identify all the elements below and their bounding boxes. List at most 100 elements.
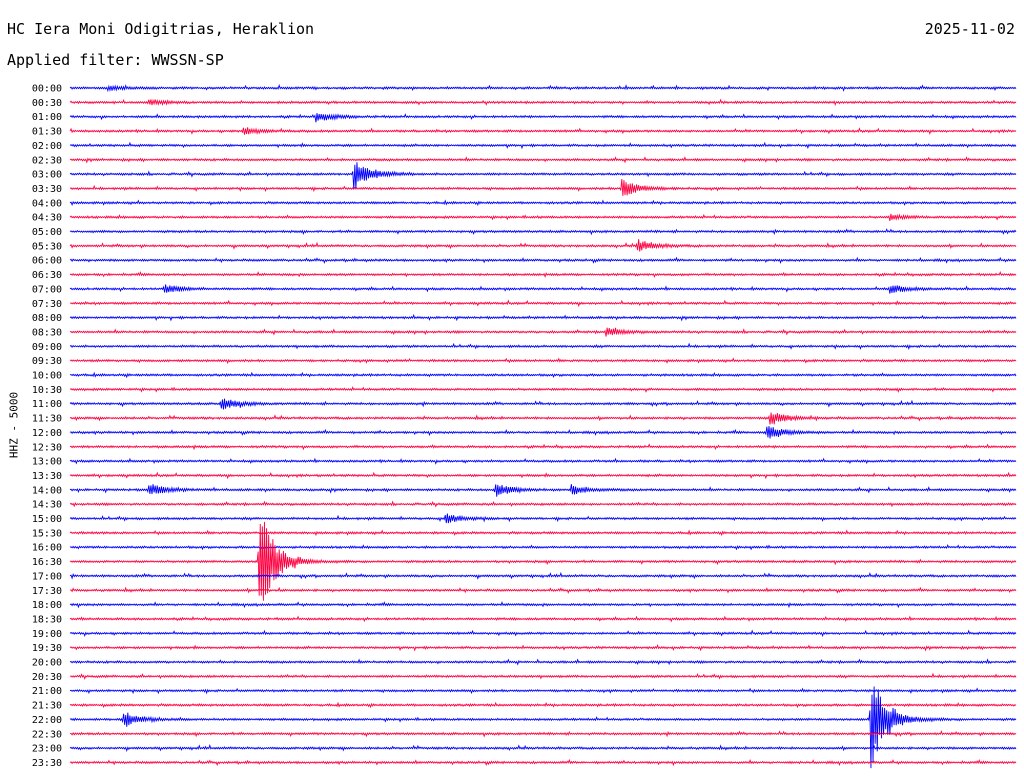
trace-row-1830 bbox=[69, 615, 1017, 623]
trace-row-0530 bbox=[69, 239, 1017, 252]
trace-row-0330 bbox=[69, 178, 1017, 196]
row-time-label: 18:30 bbox=[32, 614, 62, 625]
trace-row-0900 bbox=[69, 342, 1017, 350]
row-time-label: 08:30 bbox=[32, 327, 62, 338]
row-time-label: 03:30 bbox=[32, 184, 62, 195]
row-time-label: 02:00 bbox=[32, 141, 62, 152]
row-time-label: 21:30 bbox=[32, 701, 62, 712]
row-time-label: 03:00 bbox=[32, 170, 62, 181]
trace-row-0130 bbox=[69, 127, 1017, 135]
row-time-label: 07:00 bbox=[32, 284, 62, 295]
trace-row-0700 bbox=[69, 284, 1017, 294]
row-time-label: 06:00 bbox=[32, 256, 62, 267]
trace-row-2330 bbox=[69, 758, 1017, 767]
trace-row-1430 bbox=[69, 500, 1017, 508]
row-time-label: 10:30 bbox=[32, 385, 62, 396]
trace-row-1900 bbox=[69, 629, 1017, 638]
row-time-label: 15:30 bbox=[32, 528, 62, 539]
row-time-label: 06:30 bbox=[32, 270, 62, 281]
row-time-label: 20:30 bbox=[32, 672, 62, 683]
date-label: 2025-11-02 bbox=[924, 20, 1015, 38]
row-time-label: 13:00 bbox=[32, 457, 62, 468]
row-time-label: 08:00 bbox=[32, 313, 62, 324]
trace-row-0630 bbox=[69, 271, 1017, 279]
trace-row-0000 bbox=[69, 83, 1017, 93]
trace-row-0930 bbox=[69, 357, 1017, 365]
trace-row-1100 bbox=[69, 398, 1017, 410]
row-time-label: 05:30 bbox=[32, 241, 62, 252]
trace-row-0430 bbox=[69, 213, 1017, 222]
row-time-label: 05:00 bbox=[32, 227, 62, 238]
row-time-label: 19:30 bbox=[32, 643, 62, 654]
trace-row-1000 bbox=[69, 371, 1017, 379]
station-title: HC Iera Moni Odigitrias, Heraklion bbox=[7, 20, 315, 38]
trace-row-0100 bbox=[69, 113, 1017, 123]
trace-row-1930 bbox=[69, 643, 1017, 652]
trace-row-1600 bbox=[69, 543, 1017, 551]
row-time-label: 12:00 bbox=[32, 428, 62, 439]
row-time-label: 20:00 bbox=[32, 658, 62, 669]
row-time-label: 13:30 bbox=[32, 471, 62, 482]
trace-row-2030 bbox=[69, 672, 1017, 680]
trace-row-1500 bbox=[69, 513, 1017, 524]
trace-row-1800 bbox=[69, 601, 1017, 609]
row-time-label: 21:00 bbox=[32, 686, 62, 697]
trace-row-2130 bbox=[69, 701, 1017, 709]
trace-row-2200 bbox=[69, 686, 1017, 769]
row-time-label: 16:00 bbox=[32, 543, 62, 554]
row-time-label: 17:00 bbox=[32, 571, 62, 582]
row-time-label: 12:30 bbox=[32, 442, 62, 453]
trace-row-1530 bbox=[69, 529, 1017, 537]
trace-row-1130 bbox=[69, 412, 1017, 425]
trace-row-0730 bbox=[69, 299, 1017, 308]
row-time-label: 22:00 bbox=[32, 715, 62, 726]
row-time-label: 23:00 bbox=[32, 744, 62, 755]
trace-row-1200 bbox=[69, 426, 1017, 439]
row-time-label: 07:30 bbox=[32, 299, 62, 310]
trace-row-1400 bbox=[69, 484, 1017, 497]
row-time-label: 00:00 bbox=[32, 84, 62, 95]
row-time-label: 02:30 bbox=[32, 155, 62, 166]
row-time-label: 14:30 bbox=[32, 500, 62, 511]
trace-row-2300 bbox=[69, 744, 1017, 753]
row-time-label: 09:30 bbox=[32, 356, 62, 367]
trace-row-1330 bbox=[69, 471, 1017, 480]
row-time-label: 11:00 bbox=[32, 399, 62, 410]
trace-row-0500 bbox=[69, 228, 1017, 236]
trace-row-0230 bbox=[69, 156, 1017, 164]
row-time-label: 17:30 bbox=[32, 586, 62, 597]
trace-row-0030 bbox=[69, 98, 1017, 107]
trace-row-2000 bbox=[69, 658, 1017, 666]
row-time-label: 23:30 bbox=[32, 758, 62, 769]
trace-row-0600 bbox=[69, 256, 1017, 264]
row-time-label: 11:30 bbox=[32, 414, 62, 425]
trace-row-0400 bbox=[69, 199, 1017, 207]
trace-row-1730 bbox=[69, 586, 1017, 594]
trace-row-1030 bbox=[69, 386, 1017, 393]
row-time-label: 18:00 bbox=[32, 600, 62, 611]
row-time-label: 04:00 bbox=[32, 198, 62, 209]
trace-row-0830 bbox=[69, 327, 1017, 337]
trace-row-2100 bbox=[69, 687, 1017, 695]
trace-row-2230 bbox=[69, 730, 1017, 738]
trace-row-0800 bbox=[69, 313, 1017, 322]
tick-label-group: 00:00 00:30 01:00 01:30 02:00 02:30 03:00 03:30… bbox=[32, 84, 62, 769]
trace-row-1300 bbox=[69, 457, 1017, 465]
trace-group bbox=[69, 83, 1017, 769]
trace-row-1700 bbox=[69, 571, 1017, 580]
row-time-label: 00:30 bbox=[32, 98, 62, 109]
row-time-label: 19:00 bbox=[32, 629, 62, 640]
trace-row-1230 bbox=[69, 443, 1017, 451]
row-time-label: 22:30 bbox=[32, 729, 62, 740]
filter-label: Applied filter: WWSSN-SP bbox=[7, 51, 224, 69]
trace-row-0300 bbox=[69, 162, 1017, 190]
row-time-label: 14:00 bbox=[32, 485, 62, 496]
row-time-label: 16:30 bbox=[32, 557, 62, 568]
row-time-label: 01:30 bbox=[32, 127, 62, 138]
trace-row-1630 bbox=[69, 521, 1017, 601]
trace-row-0200 bbox=[69, 141, 1017, 150]
row-time-label: 15:00 bbox=[32, 514, 62, 525]
row-time-label: 09:00 bbox=[32, 342, 62, 353]
row-time-label: 10:00 bbox=[32, 371, 62, 382]
